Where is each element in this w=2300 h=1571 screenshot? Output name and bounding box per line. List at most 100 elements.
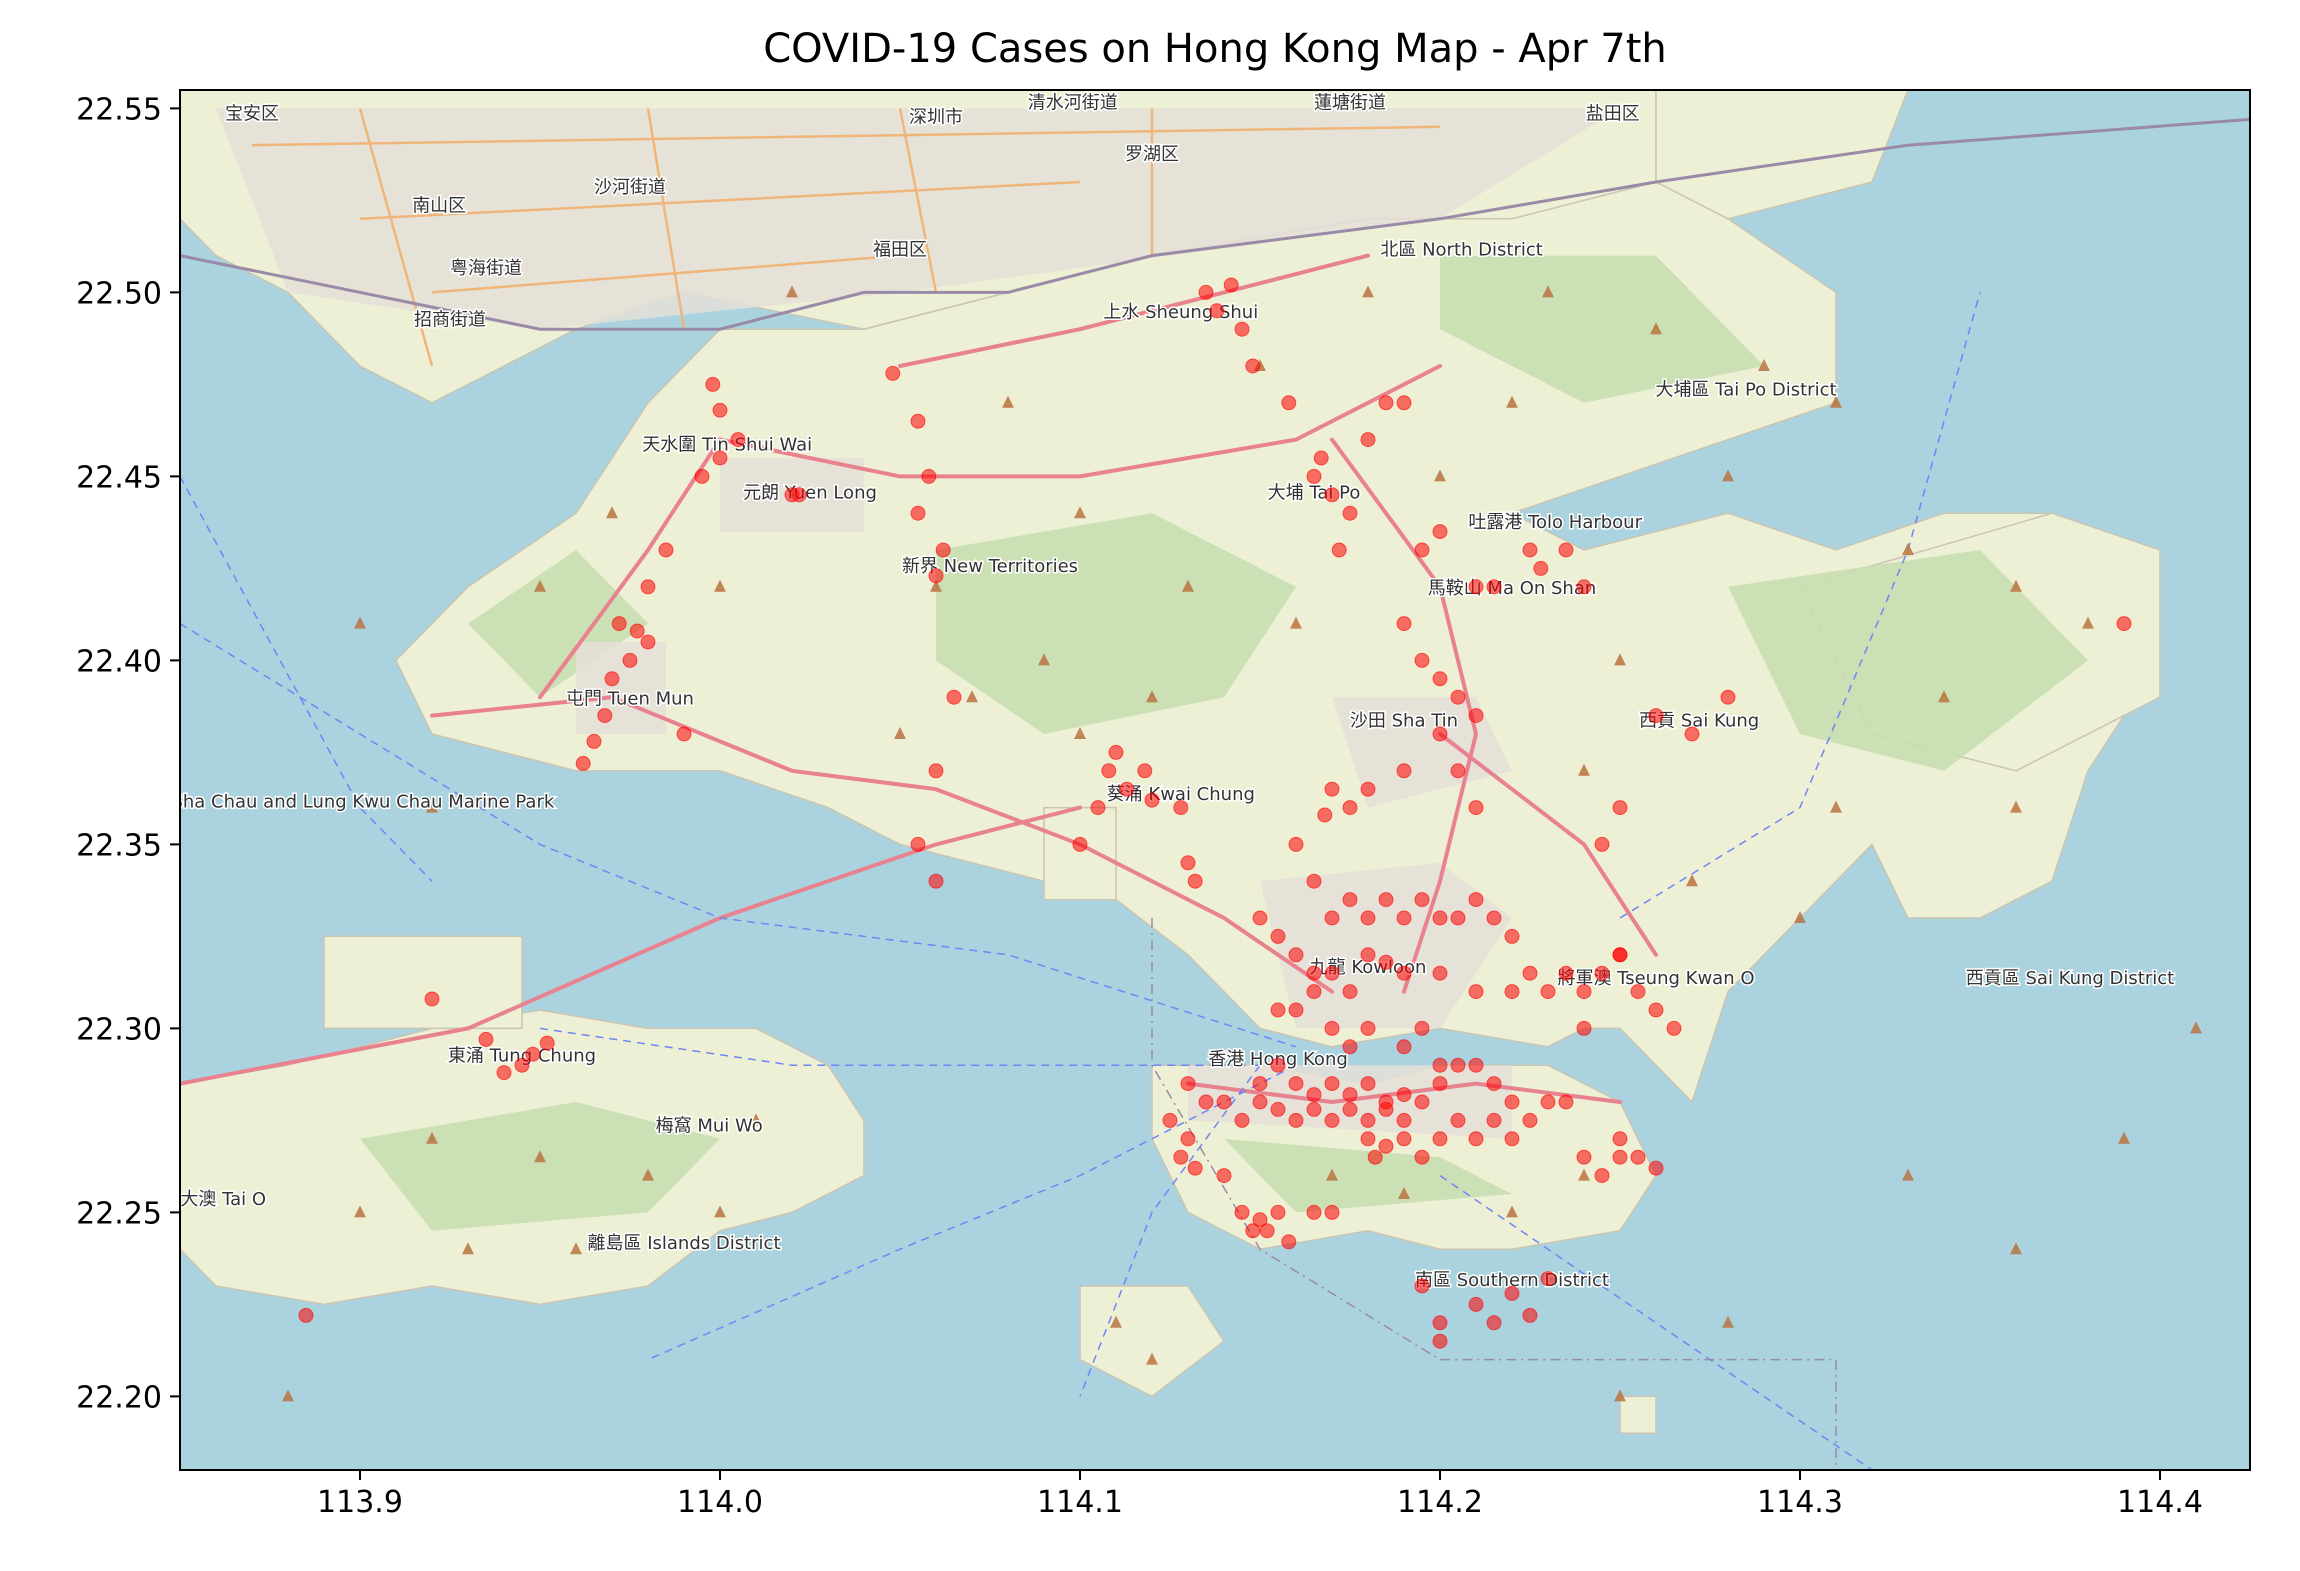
po-toi-land xyxy=(1619,1395,1657,1434)
case-point xyxy=(1378,1138,1394,1154)
case-point xyxy=(1432,910,1448,926)
y-tick-label: 22.30 xyxy=(76,1012,162,1047)
ferry-route xyxy=(1079,1064,1261,1397)
case-point xyxy=(1198,1094,1214,1110)
case-point xyxy=(1612,1149,1628,1165)
tsing-yi-land xyxy=(1043,806,1117,901)
case-point xyxy=(1209,303,1225,319)
mountain-peak-icon xyxy=(1830,800,1842,813)
y-tick-label: 22.20 xyxy=(76,1380,162,1415)
mountain-peak-icon xyxy=(1686,874,1698,887)
case-point xyxy=(1648,1002,1664,1018)
y-tick-label: 22.25 xyxy=(76,1196,162,1231)
mountain-peak-icon xyxy=(1578,1168,1590,1181)
minor-road xyxy=(431,254,901,294)
case-point xyxy=(1360,1076,1376,1092)
mountain-peak-icon xyxy=(570,1242,582,1255)
case-point xyxy=(1360,947,1376,963)
case-point xyxy=(1468,1131,1484,1147)
case-point xyxy=(1558,1094,1574,1110)
case-point xyxy=(1414,1149,1430,1165)
shenzhen-east-land xyxy=(1655,90,1909,220)
case-point xyxy=(1522,542,1538,558)
case-point xyxy=(1331,542,1347,558)
case-point xyxy=(1540,984,1556,1000)
urban-shenzhen xyxy=(216,108,1620,330)
case-point xyxy=(1252,1094,1268,1110)
mountain-peak-icon xyxy=(1794,911,1806,923)
case-point xyxy=(1162,1112,1178,1128)
case-point xyxy=(1180,855,1196,871)
place-label: 大澳 Tai O xyxy=(180,1189,266,1210)
case-point xyxy=(514,1057,530,1073)
case-point xyxy=(1378,395,1394,411)
mountain-peak-icon xyxy=(1722,1315,1734,1328)
ferry-route xyxy=(539,1027,1260,1066)
case-point xyxy=(1594,1168,1610,1184)
case-point xyxy=(1468,1057,1484,1073)
place-label: 沙河街道 xyxy=(594,177,666,198)
mountain-peak-icon xyxy=(1110,1315,1122,1328)
case-point xyxy=(1414,1278,1430,1294)
mountain-peak-icon xyxy=(1362,285,1374,298)
x-tick-label: 114.2 xyxy=(1397,1485,1483,1520)
case-point xyxy=(1173,800,1189,816)
y-tick-label: 22.55 xyxy=(76,92,162,127)
case-point xyxy=(1306,468,1322,484)
x-axis: 113.9 114.0 114.1 114.2 114.3 114.4 xyxy=(317,1470,2203,1520)
case-point xyxy=(1324,1020,1340,1036)
place-label: 元朗 Yuen Long xyxy=(743,482,877,503)
case-point xyxy=(1630,1149,1646,1165)
case-point xyxy=(1486,579,1502,595)
case-point xyxy=(1486,1315,1502,1331)
mountain-peak-icon xyxy=(1002,395,1014,408)
road-line xyxy=(718,364,1442,479)
place-label: 馬鞍山 Ma On Shan xyxy=(1428,578,1597,599)
mountain-peak-icon xyxy=(606,506,618,519)
case-point xyxy=(1432,965,1448,981)
case-point xyxy=(1252,910,1268,926)
case-point xyxy=(1396,1087,1412,1103)
case-point xyxy=(1306,1204,1322,1220)
case-point xyxy=(1234,1204,1250,1220)
case-points-layer xyxy=(298,277,2132,1349)
case-point xyxy=(1468,892,1484,908)
case-point xyxy=(712,450,728,466)
place-label: 離島區 Islands District xyxy=(587,1233,780,1254)
park-hk-island xyxy=(1224,1138,1512,1213)
x-tick-label: 114.1 xyxy=(1037,1485,1123,1520)
case-point xyxy=(910,413,926,429)
case-point xyxy=(1101,763,1117,779)
mountain-peak-icon xyxy=(1542,285,1554,298)
case-point xyxy=(1504,1131,1520,1147)
case-point xyxy=(1324,910,1340,926)
case-point xyxy=(1720,689,1736,705)
case-point xyxy=(539,1035,555,1051)
mountain-peak-icon xyxy=(2190,1021,2202,1034)
place-label: 盐田区 xyxy=(1586,103,1640,124)
case-point xyxy=(1324,781,1340,797)
border-layer xyxy=(180,117,2250,1470)
case-point xyxy=(1342,1087,1358,1103)
case-point xyxy=(1396,616,1412,632)
border-line xyxy=(180,117,2250,331)
ferry-route xyxy=(180,622,1297,1048)
mountain-peak-icon xyxy=(1938,690,1950,703)
mountain-peak-icon xyxy=(714,579,726,592)
peak-layer xyxy=(282,285,2202,1402)
case-point xyxy=(658,542,674,558)
park-tuen-mun xyxy=(468,550,648,698)
case-point xyxy=(1396,763,1412,779)
y-axis: 22.20 22.25 22.30 22.35 22.40 22.45 22.50 22.55 xyxy=(76,92,180,1415)
case-point xyxy=(611,616,627,632)
case-point xyxy=(1342,800,1358,816)
case-point xyxy=(1306,1087,1322,1103)
case-point xyxy=(640,579,656,595)
case-point xyxy=(1558,542,1574,558)
case-point xyxy=(1324,965,1340,981)
mountain-peak-icon xyxy=(2010,579,2022,592)
case-point xyxy=(622,652,638,668)
y-tick-label: 22.40 xyxy=(76,644,162,679)
